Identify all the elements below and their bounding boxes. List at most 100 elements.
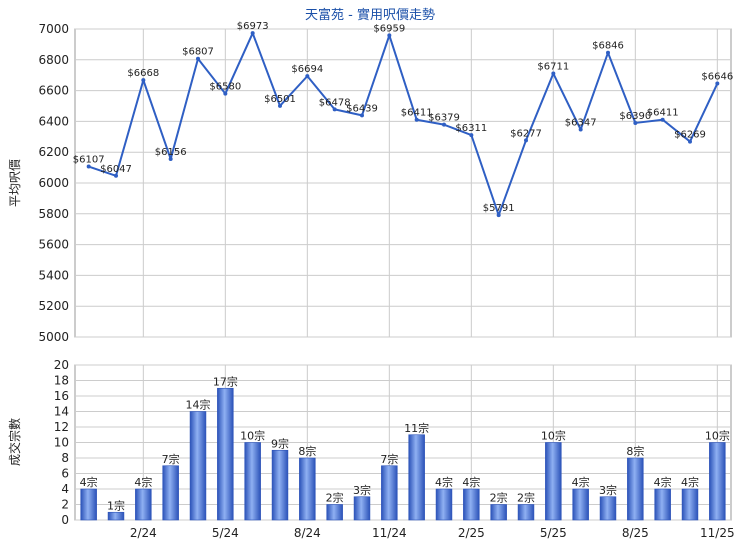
volume-bar-label: 4宗 xyxy=(80,475,98,489)
price-point xyxy=(496,213,501,218)
price-data-label: $6846 xyxy=(592,41,624,52)
price-data-label: $6411 xyxy=(401,108,433,119)
volume-bar xyxy=(271,449,289,521)
price-data-label: $6379 xyxy=(428,113,460,124)
volume-bar xyxy=(545,442,562,521)
volume-y-tick-label: 20 xyxy=(54,358,69,372)
volume-bar-label: 9宗 xyxy=(271,436,289,450)
volume-bar xyxy=(599,496,617,521)
volume-bar-label: 2宗 xyxy=(517,491,535,505)
volume-bar-label: 4宗 xyxy=(681,475,699,489)
volume-bar xyxy=(326,504,343,521)
volume-bar xyxy=(490,504,507,521)
volume-bar xyxy=(107,511,125,521)
volume-bar xyxy=(435,488,453,521)
price-data-label: $6047 xyxy=(100,164,132,175)
price-point xyxy=(223,91,228,96)
x-tick-label: 8/25 xyxy=(622,526,649,540)
volume-bar-label: 8宗 xyxy=(626,444,644,458)
price-data-label: $6668 xyxy=(127,68,159,79)
volume-y-tick-label: 14 xyxy=(54,405,69,419)
volume-bar xyxy=(408,434,425,521)
price-series-line xyxy=(88,32,719,217)
volume-bar xyxy=(654,488,671,521)
volume-bar-label: 17宗 xyxy=(213,374,238,388)
price-point xyxy=(141,78,146,83)
price-data-label: $6156 xyxy=(155,147,187,158)
price-point xyxy=(660,117,665,122)
volume-bar xyxy=(162,465,179,521)
price-y-tick-label: 6000 xyxy=(38,176,69,190)
x-tick-label: 5/25 xyxy=(540,526,567,540)
price-y-tick-label: 6400 xyxy=(38,114,69,128)
volume-bar-label: 11宗 xyxy=(404,421,429,435)
price-data-label: $6347 xyxy=(565,118,597,129)
volume-bar-label: 10宗 xyxy=(705,429,730,443)
x-tick-label: 8/24 xyxy=(294,526,321,540)
price-data-label: $6711 xyxy=(537,62,569,73)
volume-bar-label: 3宗 xyxy=(353,483,371,497)
volume-bar-label: 7宗 xyxy=(380,452,398,466)
price-y-axis-label: 平均呎價 xyxy=(8,159,22,207)
volume-bar xyxy=(627,457,644,521)
price-data-label: $5791 xyxy=(483,203,515,214)
volume-y-tick-label: 16 xyxy=(54,389,69,403)
volume-bar xyxy=(135,488,152,521)
price-data-label: $6580 xyxy=(209,82,241,93)
volume-bar xyxy=(463,488,480,521)
volume-bar-label: 4宗 xyxy=(134,475,152,489)
volume-bar-label: 10宗 xyxy=(541,429,566,443)
price-point xyxy=(715,81,720,86)
volume-bar xyxy=(299,457,316,521)
price-point xyxy=(86,164,91,169)
price-point xyxy=(578,127,583,132)
price-point xyxy=(196,56,200,61)
price-point xyxy=(524,138,528,143)
price-y-tick-label: 6800 xyxy=(38,53,69,67)
price-point xyxy=(168,156,173,161)
volume-bar-label: 10宗 xyxy=(240,429,265,443)
x-tick-label: 11/25 xyxy=(700,526,735,540)
price-y-tick-label: 5200 xyxy=(38,299,69,313)
price-point xyxy=(114,173,118,178)
price-plot: 5000 5200 5400 5600 5800 6000 6200 6400 6600 6800… xyxy=(38,21,733,344)
price-data-label: $6390 xyxy=(619,111,651,122)
volume-bar-label: 4宗 xyxy=(572,475,590,489)
volume-y-tick-label: 0 xyxy=(61,513,69,527)
price-y-tick-label: 5000 xyxy=(38,330,69,344)
price-y-tick-label: 6600 xyxy=(38,84,69,98)
volume-bar xyxy=(244,442,261,521)
volume-y-tick-label: 18 xyxy=(54,374,69,388)
chart-title: 天富苑 - 實用呎價走勢 xyxy=(305,7,435,23)
volume-bar xyxy=(709,442,726,521)
price-data-label: $6694 xyxy=(291,64,323,75)
volume-y-tick-label: 2 xyxy=(61,498,69,512)
price-data-label: $6311 xyxy=(455,123,487,134)
x-tick-label: 5/24 xyxy=(212,526,239,540)
volume-bar xyxy=(381,465,398,521)
volume-y-tick-label: 4 xyxy=(61,482,69,496)
price-point xyxy=(332,107,337,112)
price-point xyxy=(305,74,310,79)
volume-y-axis-label: 成交宗數 xyxy=(7,418,22,466)
price-point xyxy=(250,31,255,36)
volume-y-tick-label: 6 xyxy=(61,467,69,481)
price-point xyxy=(360,113,364,118)
volume-bar xyxy=(353,496,371,521)
volume-bar-label: 3宗 xyxy=(599,483,617,497)
volume-y-tick-label: 8 xyxy=(61,451,69,465)
volume-bar-label: 4宗 xyxy=(462,475,480,489)
volume-bar xyxy=(217,387,234,521)
volume-bar-label: 4宗 xyxy=(435,475,453,489)
volume-bar xyxy=(80,488,97,521)
price-data-label: $6107 xyxy=(73,155,105,166)
price-point xyxy=(278,103,282,108)
price-point xyxy=(633,120,638,125)
volume-bar xyxy=(572,488,589,521)
price-y-tick-label: 5400 xyxy=(38,268,69,282)
volume-bar-label: 2宗 xyxy=(326,491,344,505)
price-point xyxy=(606,50,610,55)
volume-bar xyxy=(189,411,207,521)
